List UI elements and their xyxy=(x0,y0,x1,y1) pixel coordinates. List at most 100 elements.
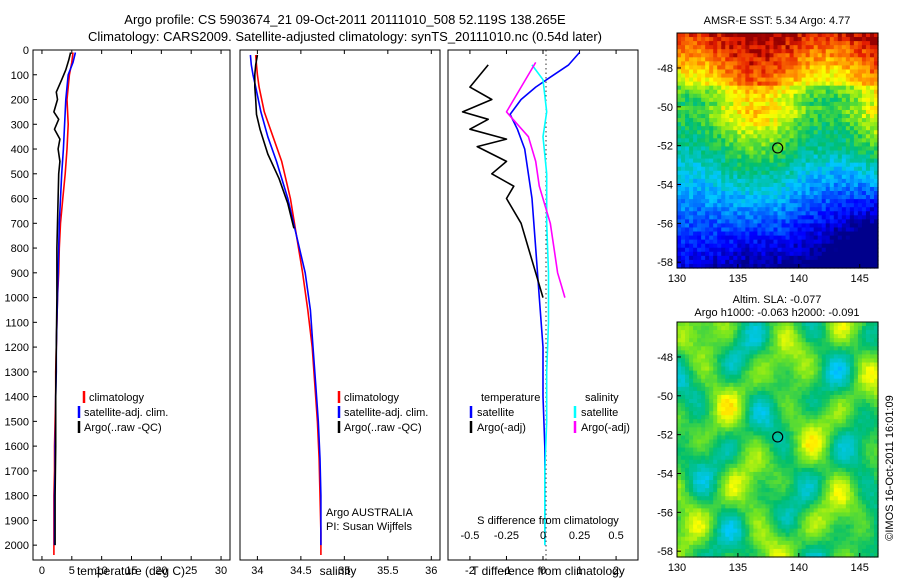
map-cell xyxy=(761,182,767,188)
map-cell xyxy=(685,49,690,54)
map-cell xyxy=(685,89,690,95)
map-cell xyxy=(705,130,710,135)
map-cell xyxy=(725,73,730,79)
map-cell xyxy=(841,439,847,445)
map-cell xyxy=(677,215,682,220)
map-cell xyxy=(765,65,771,71)
map-cell xyxy=(745,178,750,184)
map-cell xyxy=(749,358,754,364)
map-cell xyxy=(765,73,771,79)
legend-label-argo: Argo(..raw -QC) xyxy=(84,422,162,434)
map-cell xyxy=(797,207,803,212)
map-cell xyxy=(821,398,827,404)
map-cell xyxy=(845,89,851,95)
map-cell xyxy=(849,126,855,131)
map-cell xyxy=(745,158,750,164)
map-cell xyxy=(793,459,799,465)
map-cell xyxy=(773,182,779,188)
map-cell xyxy=(773,215,779,220)
map-cell xyxy=(693,475,698,481)
map-cell xyxy=(757,431,763,437)
map-cell xyxy=(813,142,819,148)
map-cell xyxy=(685,247,690,253)
map-cell xyxy=(697,334,702,339)
map-cell xyxy=(801,223,807,229)
map-cell xyxy=(781,57,787,62)
map-cell xyxy=(825,427,831,432)
map-cell xyxy=(705,142,710,148)
map-cell xyxy=(737,358,742,364)
map-cell xyxy=(873,211,879,216)
map-cell xyxy=(753,330,758,335)
map-cell xyxy=(761,459,767,465)
map-cell xyxy=(729,85,734,91)
map-cell xyxy=(821,411,827,416)
map-cell xyxy=(837,251,843,257)
map-cell xyxy=(809,247,815,253)
map-cell xyxy=(705,259,710,265)
map-cell xyxy=(737,162,742,168)
map-cell xyxy=(841,231,847,237)
map-cell xyxy=(749,89,754,95)
map-cell xyxy=(697,73,702,79)
map-cell xyxy=(833,57,839,62)
map-cell xyxy=(865,334,871,339)
map-cell xyxy=(757,186,763,192)
map-cell xyxy=(813,419,819,424)
map-cell xyxy=(857,398,863,404)
map-cell xyxy=(725,154,730,160)
map-cell xyxy=(693,362,698,368)
map-cell xyxy=(789,423,795,428)
map-cell xyxy=(849,158,855,164)
map-cell xyxy=(825,227,831,233)
map-cell xyxy=(741,455,746,461)
map-cell xyxy=(685,138,690,143)
map-cell xyxy=(757,97,763,103)
map-cell xyxy=(785,174,791,180)
map-cell xyxy=(829,350,835,356)
map-cell xyxy=(733,77,738,83)
map-cell xyxy=(825,199,831,204)
map-cell xyxy=(693,49,698,54)
map-cell xyxy=(873,251,879,257)
map-cell xyxy=(705,447,710,453)
map-cell xyxy=(757,174,763,180)
map-cell xyxy=(805,394,811,400)
map-cell xyxy=(805,407,811,412)
map-cell xyxy=(725,85,730,91)
map-cell xyxy=(869,322,875,327)
map-cell xyxy=(829,247,835,253)
map-cell xyxy=(709,41,714,46)
map-cell xyxy=(741,350,746,356)
map-cell xyxy=(817,427,823,432)
map-cell xyxy=(789,186,795,192)
map-cell xyxy=(717,354,722,360)
map-cell xyxy=(861,443,867,449)
map-cell xyxy=(709,362,714,368)
map-cell xyxy=(729,182,734,188)
map-cell xyxy=(805,138,811,143)
map-cell xyxy=(845,386,851,392)
map-cell xyxy=(833,338,839,343)
map-cell xyxy=(729,459,734,465)
map-cell xyxy=(705,138,710,143)
map-cell xyxy=(789,455,795,461)
map-cell xyxy=(729,53,734,58)
map-cell xyxy=(753,235,758,241)
map-cell xyxy=(825,354,831,360)
map-cell xyxy=(721,407,726,412)
map-cell xyxy=(801,105,807,111)
map-cell xyxy=(805,154,811,160)
map-cell xyxy=(753,263,758,269)
map-cell xyxy=(805,334,811,339)
map-cell xyxy=(785,45,791,50)
map-cell xyxy=(681,415,686,420)
map-cell xyxy=(741,81,746,87)
map-cell xyxy=(773,358,779,364)
map-cell xyxy=(781,191,787,196)
map-cell xyxy=(701,81,706,87)
map-cell xyxy=(781,330,787,335)
map-cell xyxy=(789,411,795,416)
map-cell xyxy=(825,150,831,156)
map-cell xyxy=(753,182,758,188)
